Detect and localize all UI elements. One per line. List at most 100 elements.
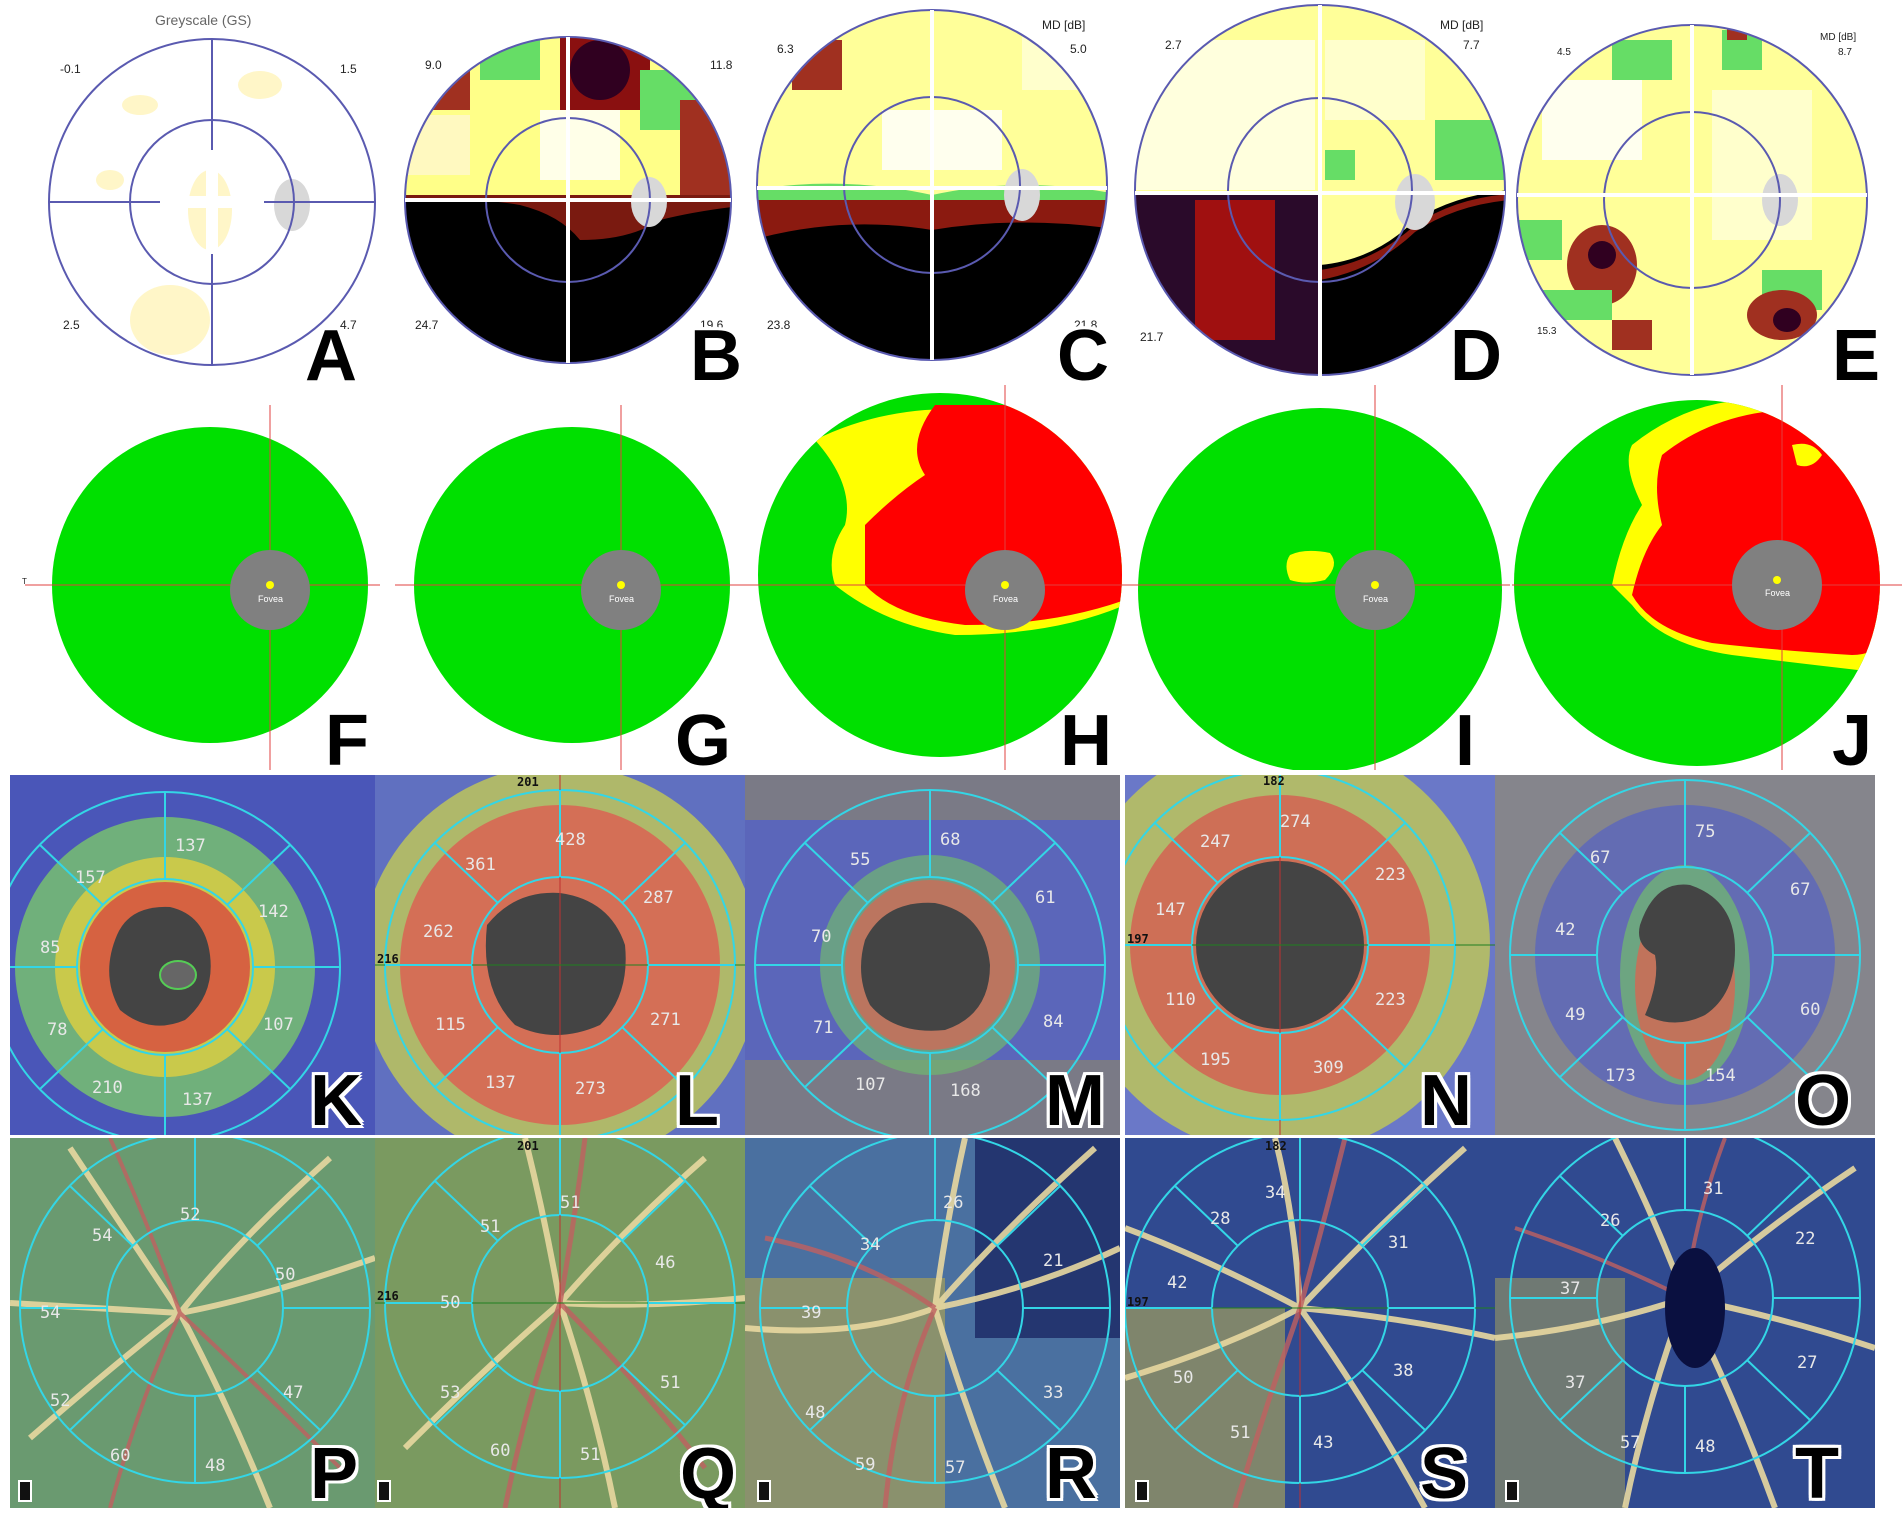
panel-label-t: T [1795, 1434, 1839, 1508]
sector-value: 60 [1800, 1000, 1820, 1020]
sector-value: 84 [1043, 1012, 1063, 1032]
sector-value: 60 [490, 1441, 510, 1461]
sector-value: 78 [47, 1020, 67, 1040]
sector-value: 361 [465, 855, 496, 875]
panel-label-d: D [1450, 316, 1502, 385]
sector-value: 26 [1600, 1211, 1620, 1231]
vf-corner-br: 21.8 [1074, 318, 1098, 332]
sector-value: 195 [1200, 1050, 1231, 1070]
sector-value: 107 [855, 1075, 886, 1095]
sector-value: 48 [805, 1403, 825, 1423]
sector-value: 50 [1173, 1368, 1193, 1388]
layer-icon [757, 1480, 771, 1502]
panel-label-o: O [1795, 1061, 1852, 1135]
vf-corner-tr: 11.8 [710, 58, 733, 72]
onh-map-l: 201 216 428 287 271 273 137 115 262 361 [375, 775, 745, 1135]
vd-map-s: 182 197 34 31 38 43 51 50 42 28 [1125, 1138, 1495, 1508]
sector-value: 34 [860, 1235, 880, 1255]
sector-value: 107 [263, 1015, 294, 1035]
sector-value: 71 [813, 1018, 833, 1038]
panel-label-k: K [310, 1061, 362, 1135]
vf-corner-bl: 23.8 [767, 318, 791, 332]
sector-value: 37 [1560, 1279, 1580, 1299]
sector-value: 48 [205, 1456, 225, 1476]
onh-map-m: 68 61 84 168 107 71 70 55 [745, 789, 1120, 1135]
layer-icon [1505, 1480, 1519, 1502]
vd-map-q: 201 216 51 46 51 51 60 53 50 51 [375, 1138, 745, 1508]
left-value: 216 [377, 1289, 399, 1303]
top-value: 201 [517, 1139, 539, 1153]
sector-value: 47 [283, 1383, 303, 1403]
sector-value: 137 [485, 1073, 516, 1093]
vf-corner-tr: 1.5 [340, 62, 357, 76]
panel-label-a: A [305, 316, 357, 385]
vd-map-p: 52 50 47 48 60 52 54 54 [10, 1138, 375, 1508]
sector-value: 57 [1620, 1433, 1640, 1453]
sector-value: 67 [1790, 880, 1810, 900]
sector-value: 51 [660, 1373, 680, 1393]
sector-value: 75 [1695, 822, 1715, 842]
dev-panel-j: Fovea J [1512, 385, 1902, 770]
vf-panel-a: Greyscale (GS) -0.1 1.5 2.5 4.7 A [30, 0, 380, 385]
sector-value: 38 [1393, 1361, 1413, 1381]
fovea-label: Fovea [1363, 594, 1388, 604]
panel-label-q: Q [680, 1434, 737, 1508]
sector-value: 61 [1035, 888, 1055, 908]
md-label: MD [dB] [1820, 32, 1857, 43]
panel-label-f: F [325, 701, 369, 770]
sector-value: 110 [1165, 990, 1196, 1010]
sector-value: 55 [850, 850, 870, 870]
sector-value: 34 [1265, 1183, 1285, 1203]
sector-value: 287 [643, 888, 674, 908]
vd-panel-t: 31 22 27 48 57 37 37 26 T [1495, 1138, 1875, 1508]
sector-value: 43 [1313, 1433, 1333, 1453]
onh-map-o: 75 67 60 154 173 49 42 67 [1509, 779, 1861, 1131]
vf-corner-br: 13.8 [1838, 326, 1858, 337]
sector-value: 31 [1703, 1179, 1723, 1199]
vd-panel-p: 52 50 47 48 60 52 54 54 P [10, 1138, 375, 1508]
vd-panel-s: 182 197 34 31 38 43 51 50 42 28 S [1125, 1138, 1495, 1508]
vf-panel-b: 9.0 11.8 24.7 19.6 B [400, 0, 750, 385]
sector-value: 137 [182, 1090, 213, 1110]
sector-value: 85 [40, 938, 60, 958]
sector-value: 142 [258, 902, 289, 922]
sector-value: 59 [855, 1455, 875, 1475]
vd-map-r: 26 21 33 57 59 48 39 34 [745, 1138, 1120, 1508]
vf-map-c [756, 9, 1108, 361]
onh-map-n: 182 197 274 223 223 309 195 110 147 247 [1125, 775, 1495, 1135]
md-label: MD [dB] [1042, 18, 1086, 32]
sector-value: 210 [92, 1078, 123, 1098]
dev-panel-h: Fovea H [755, 385, 1125, 770]
fovea-label: Fovea [258, 594, 283, 604]
sector-value: 28 [1210, 1209, 1230, 1229]
panel-label-h: H [1060, 701, 1112, 770]
vf-corner-tr: 5.0 [1070, 42, 1087, 56]
onh-panel-m: 68 61 84 168 107 71 70 55 M [745, 775, 1120, 1135]
top-value: 201 [517, 775, 539, 789]
sector-value: 57 [945, 1458, 965, 1478]
dev-panel-i: Fovea I [1125, 385, 1510, 770]
sector-value: 21 [1043, 1251, 1063, 1271]
sector-value: 51 [560, 1193, 580, 1213]
sector-value: 33 [1043, 1383, 1063, 1403]
sector-value: 53 [440, 1383, 460, 1403]
panel-label-n: N [1420, 1061, 1472, 1135]
panel-label-s: S [1420, 1434, 1469, 1508]
sector-value: 27 [1797, 1353, 1817, 1373]
dev-map-g: Fovea [395, 405, 755, 770]
panel-label-c: C [1057, 316, 1109, 385]
panel-label-g: G [675, 701, 732, 770]
layer-icon [18, 1480, 32, 1502]
dev-panel-f: Fovea T T F [0, 385, 380, 770]
sector-value: 223 [1375, 990, 1406, 1010]
onh-panel-l: 201 216 428 287 271 273 137 115 262 361 … [375, 775, 745, 1135]
dev-map-f: Fovea [25, 405, 380, 770]
sector-value: 273 [575, 1079, 606, 1099]
panel-label-l: L [675, 1061, 719, 1135]
sector-value: 52 [50, 1391, 70, 1411]
sector-value: 51 [1230, 1423, 1250, 1443]
md-label: MD [dB] [1440, 18, 1484, 32]
top-value: 182 [1265, 1139, 1287, 1153]
sector-value: 247 [1200, 832, 1231, 852]
vf-corner-tl: 6.3 [777, 42, 794, 56]
